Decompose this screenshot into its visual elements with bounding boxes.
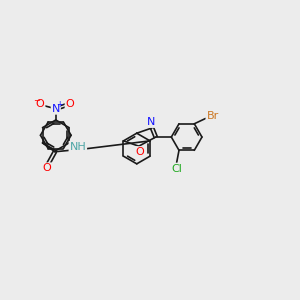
Text: Cl: Cl bbox=[171, 164, 182, 174]
Text: Br: Br bbox=[206, 111, 219, 121]
Text: O: O bbox=[36, 99, 44, 110]
Text: −: − bbox=[33, 96, 40, 105]
Text: O: O bbox=[65, 99, 74, 109]
Text: N: N bbox=[147, 117, 156, 127]
Text: N: N bbox=[52, 104, 60, 114]
Text: O: O bbox=[43, 163, 51, 173]
Text: +: + bbox=[56, 100, 62, 109]
Text: NH: NH bbox=[70, 142, 86, 152]
Text: O: O bbox=[135, 147, 144, 157]
